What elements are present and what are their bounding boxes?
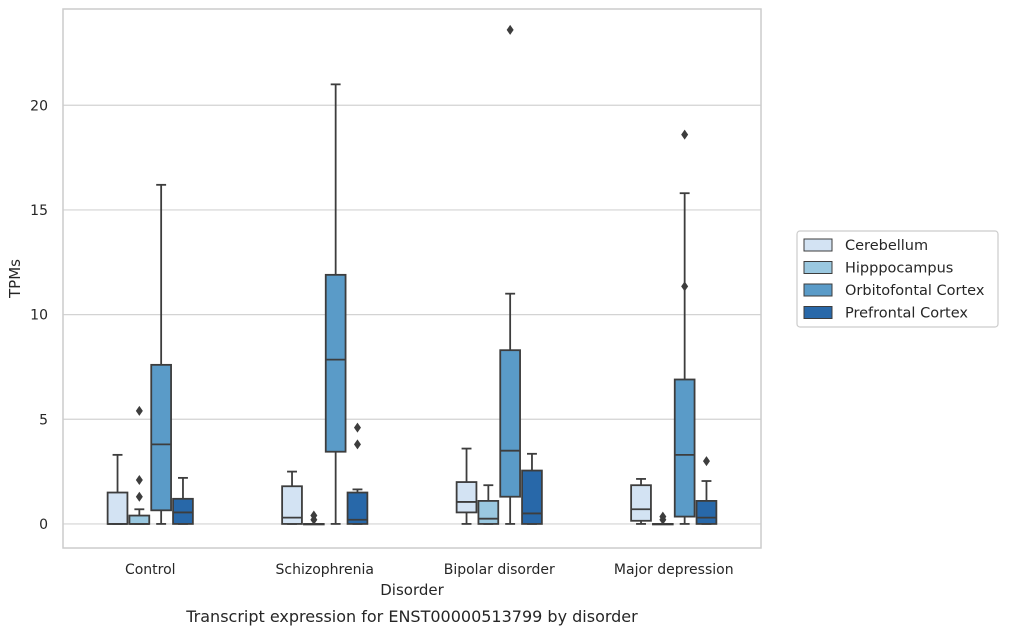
box-orbitofontal-cortex (150, 183, 172, 525)
y-tick-label: 10 (30, 308, 48, 324)
y-tick-label: 5 (39, 412, 48, 428)
chart-caption: Transcript expression for ENST0000051379… (185, 607, 638, 626)
legend-label: Hipppocampus (845, 261, 953, 277)
iqr-box (150, 363, 172, 512)
x-axis: Control Schizophrenia Bipolar disorder Majo… (125, 562, 734, 578)
box-prefrontal-cortex (346, 422, 369, 525)
y-axis-label: TPMs (6, 259, 24, 299)
box-orbitofontal-cortex (324, 83, 347, 525)
plot-frame (62, 8, 762, 549)
x-tick-label: Major depression (614, 562, 734, 578)
legend-swatch (803, 238, 833, 252)
box-hipppocampus (477, 484, 500, 525)
outlier-point (353, 439, 361, 450)
iqr-box (695, 500, 718, 525)
iqr-box (630, 484, 652, 522)
outlier-point (310, 510, 318, 521)
legend-swatch (803, 283, 833, 297)
outlier-point (681, 129, 689, 140)
box-prefrontal-cortex (521, 452, 543, 525)
legend-swatch (803, 261, 833, 274)
outlier-point (135, 474, 143, 485)
iqr-box (172, 497, 194, 525)
box-hipppocampus (128, 405, 151, 525)
box-cerebellum (281, 470, 303, 525)
x-tick-label: Control (125, 562, 176, 578)
x-tick-label: Bipolar disorder (444, 562, 555, 578)
outlier-point (135, 405, 143, 416)
y-tick-label: 0 (39, 517, 48, 533)
legend-label: Cerebellum (845, 238, 928, 254)
y-tick-label: 15 (30, 203, 48, 219)
outlier-point (353, 422, 361, 433)
outlier-point (135, 491, 143, 502)
box-prefrontal-cortex (695, 456, 718, 525)
iqr-box (106, 491, 129, 525)
box-cerebellum (455, 447, 478, 525)
legend: Cerebellum Hipppocampus Orbitofontal Corte… (796, 230, 999, 328)
box-cerebellum (106, 453, 129, 525)
box-orbitofontal-cortex (499, 24, 521, 525)
iqr-box (346, 491, 369, 525)
x-tick-label: Schizophrenia (276, 562, 374, 578)
iqr-box (281, 485, 303, 525)
plot-boxes (106, 24, 718, 526)
iqr-box (521, 469, 543, 525)
iqr-box (477, 500, 500, 525)
iqr-box (673, 378, 696, 518)
legend-swatch (803, 306, 833, 319)
outlier-point (659, 511, 667, 522)
box-prefrontal-cortex (172, 476, 194, 525)
outlier-point (681, 281, 689, 292)
outlier-point (702, 456, 710, 467)
iqr-box (128, 514, 151, 525)
legend-label: Orbitofontal Cortex (845, 283, 985, 299)
legend-label: Prefrontal Cortex (845, 306, 968, 322)
box-hipppocampus (652, 511, 674, 526)
box-orbitofontal-cortex (673, 129, 696, 525)
outlier-point (506, 24, 514, 35)
box-cerebellum (630, 478, 652, 525)
y-axis: 0 5 10 15 20 (30, 98, 48, 533)
iqr-box (455, 481, 478, 514)
box-hipppocampus (303, 510, 325, 526)
legend-frame (796, 230, 999, 328)
x-axis-label: Disorder (380, 581, 444, 599)
y-tick-label: 20 (30, 98, 48, 114)
iqr-box (499, 349, 521, 498)
iqr-box (324, 273, 347, 453)
